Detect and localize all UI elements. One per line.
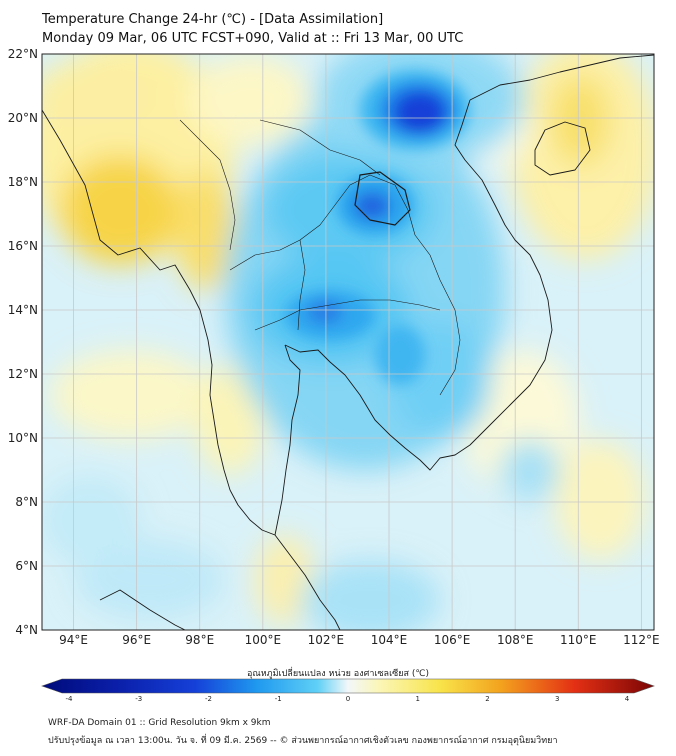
lon-tick-label: 110°E: [560, 633, 597, 647]
lon-tick-label: 98°E: [185, 633, 214, 647]
latitude-labels: 22°N 20°N 18°N 16°N 14°N 12°N 10°N 8°N 6°N 4°N: [8, 47, 38, 637]
lon-tick-label: 94°E: [59, 633, 88, 647]
colorbar-ticks: -4 -3 -2 -1 0 1 2 3 4: [66, 695, 630, 703]
lat-tick-label: 20°N: [8, 111, 38, 125]
lat-tick-label: 22°N: [8, 47, 38, 61]
lon-tick-label: 104°E: [371, 633, 408, 647]
plot-frame: [41, 53, 655, 631]
colorbar-tick-label: 4: [625, 695, 630, 703]
colorbar-tick-label: -2: [205, 695, 212, 703]
colorbar-title: อุณหภูมิเปลี่ยนแปลง หน่วย องศาเซลเซียส (…: [246, 669, 430, 679]
lat-tick-label: 8°N: [15, 495, 38, 509]
lon-tick-label: 100°E: [245, 633, 282, 647]
lat-tick-label: 12°N: [8, 367, 38, 381]
colorbar-tick-label: 3: [555, 695, 559, 703]
colorbar-tick-label: -1: [275, 695, 282, 703]
lat-tick-label: 14°N: [8, 303, 38, 317]
lon-tick-label: 112°E: [623, 633, 660, 647]
temperature-field: [42, 54, 654, 630]
lat-tick-label: 18°N: [8, 175, 38, 189]
longitude-labels: 94°E 96°E 98°E 100°E 102°E 104°E 106°E 108°E 110…: [59, 633, 660, 647]
coastlines: [42, 54, 654, 630]
footer-credit: ปรับปรุงข้อมูล ณ เวลา 13:00น. วัน จ. ที่…: [48, 736, 558, 746]
colorbar-tick-label: -4: [66, 695, 74, 703]
footer-model-info: WRF-DA Domain 01 :: Grid Resolution 9km …: [48, 718, 271, 728]
lat-tick-label: 16°N: [8, 239, 38, 253]
lon-tick-label: 96°E: [122, 633, 151, 647]
lon-tick-label: 102°E: [308, 633, 345, 647]
colorbar-ramp: [41, 678, 655, 694]
colorbar: -4 -3 -2 -1 0 1 2 3 4: [41, 678, 655, 703]
colorbar-tick-label: 0: [346, 695, 350, 703]
colorbar-tick-label: -3: [135, 695, 142, 703]
colorbar-tick-label: 2: [485, 695, 489, 703]
lon-tick-label: 108°E: [497, 633, 534, 647]
colorbar-tick-label: 1: [416, 695, 420, 703]
lat-tick-label: 4°N: [15, 623, 38, 637]
lat-tick-label: 6°N: [15, 559, 38, 573]
lon-tick-label: 106°E: [434, 633, 471, 647]
map-title: Temperature Change 24-hr (℃) - [Data Ass…: [42, 12, 384, 27]
map-subtitle: Monday 09 Mar, 06 UTC FCST+090, Valid at…: [42, 31, 464, 46]
lat-tick-label: 10°N: [8, 431, 38, 445]
